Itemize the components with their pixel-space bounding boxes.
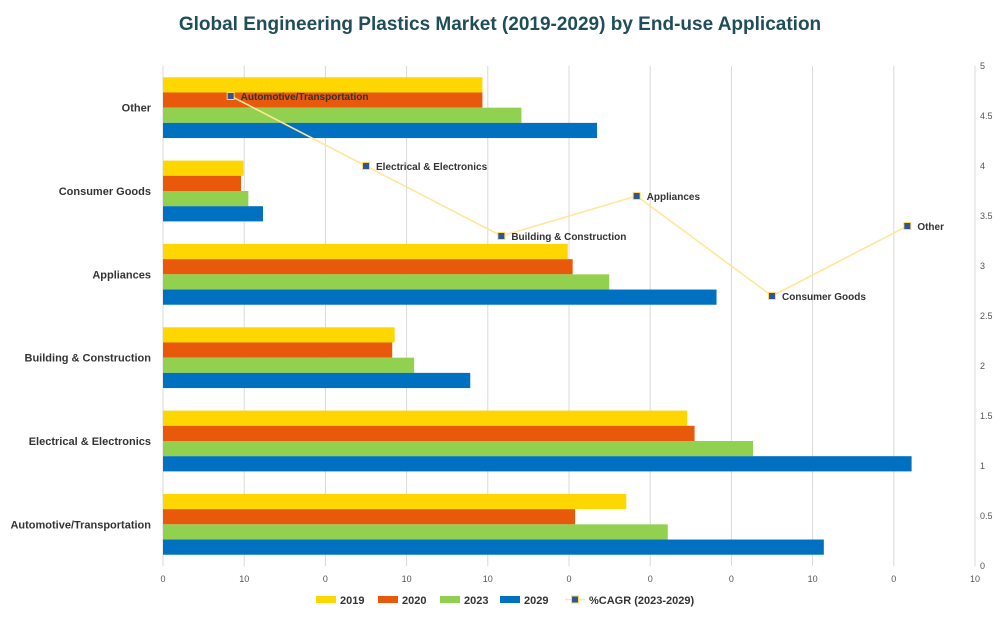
legend-swatch-2019 [316, 596, 336, 603]
bar-2020-appliances [163, 259, 573, 275]
bar-2020-building-construction [163, 342, 393, 358]
legend-marker-swatch [571, 595, 579, 604]
bar-2023-other [163, 107, 522, 123]
x-tick-label: 10 [239, 574, 249, 584]
bars [163, 77, 912, 555]
bar-2023-automotive-transportation [163, 524, 668, 540]
cagr-point-label: Appliances [647, 192, 701, 203]
cagr-point-label: Other [917, 222, 944, 233]
bar-2023-consumer-goods [163, 191, 249, 207]
bar-2029-automotive-transportation [163, 539, 824, 555]
cagr-marker-appliances [632, 192, 641, 200]
y2-tick-label: 1 [980, 461, 985, 471]
legend-label: 2019 [340, 595, 364, 607]
grid [162, 66, 976, 566]
x-tick-label: 0 [566, 574, 571, 584]
bar-2029-electrical-electronics [163, 456, 912, 472]
y2-tick-label: 1.5 [980, 411, 993, 421]
x-tick-label: 10 [970, 574, 980, 584]
y2-tick-label: 4.5 [980, 111, 993, 121]
bar-2023-appliances [163, 274, 610, 290]
category-label: Automotive/Transportation [10, 519, 151, 531]
y2-tick-label: 4 [980, 161, 985, 171]
cagr-marker-other [903, 222, 912, 230]
chart-title: Global Engineering Plastics Market (2019… [178, 14, 822, 35]
category-label: Electrical & Electronics [29, 436, 151, 448]
category-label: Consumer Goods [59, 186, 151, 198]
cagr-point-label: Consumer Goods [782, 292, 866, 303]
y2-tick-label: 3 [980, 261, 985, 271]
bar-2029-consumer-goods [163, 206, 263, 222]
bar-2020-automotive-transportation [163, 509, 576, 525]
y2-tick-label: 0 [980, 561, 985, 571]
cagr-marker-automotive-transportation [226, 92, 235, 100]
cagr-marker-building-construction [497, 232, 506, 240]
legend-label: 2023 [464, 595, 488, 607]
x-tick-label: 10 [402, 574, 412, 584]
legend-label: 2029 [524, 595, 548, 607]
legend-label: 2020 [402, 595, 426, 607]
legend-swatch-2020 [378, 596, 398, 603]
cagr-marker-electrical-electronics [362, 162, 370, 170]
bar-2019-electrical-electronics [163, 410, 688, 426]
category-label: Appliances [92, 269, 151, 281]
bar-2019-consumer-goods [163, 160, 244, 176]
cagr-series: Automotive/Transportation Electrical & El… [226, 92, 944, 303]
y2-tick-label: 2.5 [980, 311, 993, 321]
y2-tick-label: 3.5 [980, 211, 993, 221]
bar-2019-building-construction [163, 327, 395, 343]
x-tick-label: 0 [729, 574, 734, 584]
category-labels: Automotive/Transportation Electrical & El… [10, 103, 151, 532]
bar-2023-electrical-electronics [163, 441, 754, 457]
x-tick-labels: 0 10 0 10 10 0 0 0 10 0 10 [160, 574, 980, 584]
legend-swatch-2029 [500, 596, 520, 603]
bar-2019-other [163, 77, 483, 93]
y2-tick-label: 2 [980, 361, 985, 371]
cagr-point-label: Electrical & Electronics [376, 162, 488, 173]
legend-label: %CAGR (2023-2029) [589, 595, 694, 607]
category-label: Other [122, 103, 152, 115]
x-tick-label: 0 [160, 574, 165, 584]
x-tick-label: 10 [483, 574, 493, 584]
y2-tick-label: 5 [980, 61, 985, 71]
bar-2029-building-construction [163, 372, 471, 389]
bar-2020-consumer-goods [163, 175, 242, 191]
cagr-marker-consumer-goods [768, 292, 776, 300]
bar-2029-appliances [163, 289, 717, 305]
legend: 2019 2020 2023 2029 %CAGR (2023-2029) [316, 595, 694, 607]
bar-2019-automotive-transportation [163, 493, 627, 510]
category-label: Building & Construction [25, 353, 152, 365]
bar-2023-building-construction [163, 357, 415, 373]
cagr-line [230, 95, 908, 297]
cagr-point-label: Automotive/Transportation [241, 92, 369, 103]
bar-2020-electrical-electronics [163, 425, 695, 441]
x-tick-label: 10 [808, 574, 818, 584]
y2-tick-label: 0.5 [980, 511, 993, 521]
y2-tick-labels: 0 0.5 1 1.5 2 2.5 3 3.5 4 4.5 5 [980, 61, 993, 571]
x-tick-label: 0 [323, 574, 328, 584]
bar-2020-other [163, 92, 483, 108]
bar-2019-appliances [163, 243, 568, 260]
legend-swatch-2023 [440, 596, 460, 603]
x-tick-label: 0 [891, 574, 896, 584]
cagr-point-label: Building & Construction [511, 232, 626, 243]
x-tick-label: 0 [648, 574, 653, 584]
bar-2029-other [163, 122, 598, 139]
